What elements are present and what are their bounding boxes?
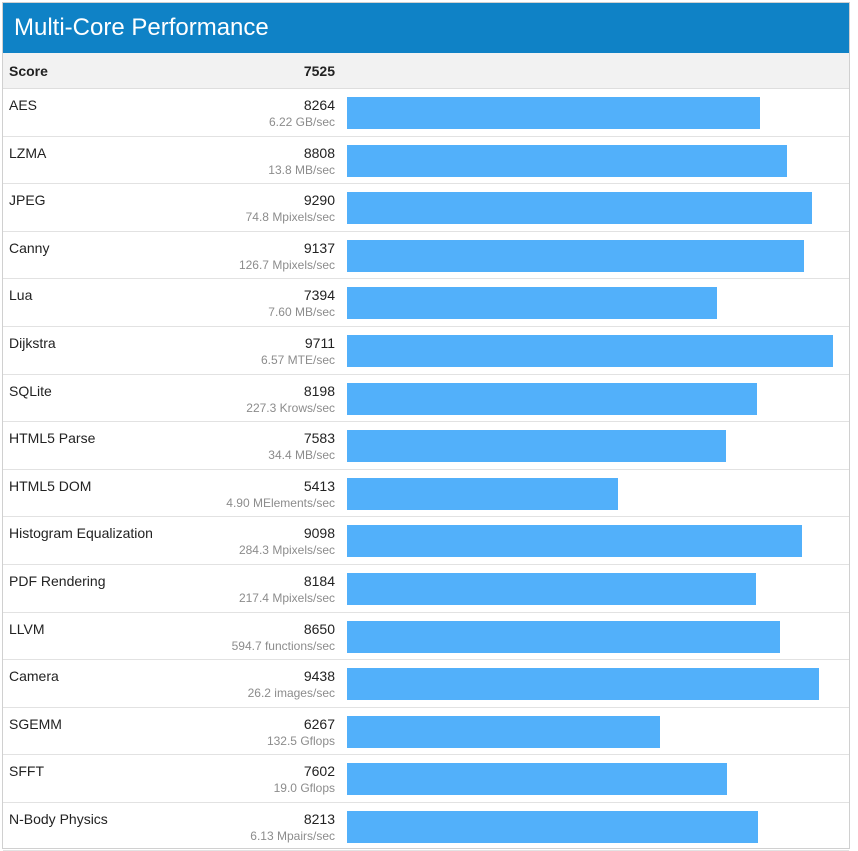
benchmark-rate: 13.8 MB/sec: [268, 162, 335, 177]
score-value: 7525: [303, 63, 335, 79]
benchmark-score: 9438: [303, 668, 335, 685]
benchmark-score: 6267: [303, 715, 335, 732]
benchmark-row: LLVM 8650 594.7 functions/sec: [3, 613, 849, 661]
benchmark-rate: 26.2 images/sec: [247, 686, 335, 701]
benchmark-row: Dijkstra 9711 6.57 MTE/sec: [3, 327, 849, 375]
benchmark-row: Histogram Equalization 9098 284.3 Mpixels/…: [3, 517, 849, 565]
benchmark-row: JPEG 9290 74.8 Mpixels/sec: [3, 184, 849, 232]
benchmark-name: SFFT: [9, 763, 44, 780]
benchmark-row: SGEMM 6267 132.5 Gflops: [3, 708, 849, 756]
benchmark-rate: 74.8 Mpixels/sec: [245, 210, 335, 225]
benchmark-bar: [347, 430, 727, 463]
benchmark-row: HTML5 Parse 7583 34.4 MB/sec: [3, 422, 849, 470]
benchmark-score: 7394: [303, 287, 335, 304]
benchmark-bar: [347, 668, 819, 701]
benchmark-bar: [347, 477, 618, 510]
benchmark-bar: [347, 97, 761, 129]
benchmark-name: LLVM: [9, 620, 45, 637]
benchmark-score: 9137: [303, 239, 335, 256]
benchmark-row: Lua 7394 7.60 MB/sec: [3, 279, 849, 327]
benchmark-bar: [347, 525, 802, 558]
benchmark-score: 8184: [303, 573, 335, 589]
benchmark-name: Canny: [9, 239, 50, 256]
benchmark-row: N-Body Physics 8213 6.13 Mpairs/sec: [3, 803, 849, 851]
chart-title: Multi-Core Performance: [3, 3, 849, 53]
benchmark-bar: [347, 573, 757, 605]
benchmark-bar: [347, 382, 757, 415]
benchmark-rate: 594.7 functions/sec: [231, 638, 335, 653]
benchmark-bar: [347, 715, 661, 748]
benchmark-bar: [347, 239, 804, 272]
benchmark-rate: 284.3 Mpixels/sec: [238, 543, 335, 558]
benchmark-name: SQLite: [9, 382, 52, 399]
benchmark-rate: 7.60 MB/sec: [268, 305, 335, 320]
benchmark-rate: 217.4 Mpixels/sec: [238, 591, 335, 605]
benchmark-row: HTML5 DOM 5413 4.90 MElements/sec: [3, 470, 849, 518]
benchmark-score: 7583: [303, 430, 335, 447]
benchmark-score: 8650: [303, 620, 335, 637]
benchmark-name: AES: [9, 97, 38, 113]
benchmark-row: AES 8264 6.22 GB/sec: [3, 89, 849, 137]
benchmark-rate: 132.5 Gflops: [266, 733, 335, 748]
benchmark-score: 9290: [303, 192, 335, 209]
benchmark-name: LZMA: [9, 144, 47, 161]
benchmark-name: Dijkstra: [9, 335, 56, 351]
benchmark-name: SGEMM: [9, 715, 62, 732]
benchmark-rate: 19.0 Gflops: [273, 781, 335, 796]
benchmark-rate: 227.3 Krows/sec: [246, 400, 335, 415]
benchmark-row: Canny 9137 126.7 Mpixels/sec: [3, 232, 849, 280]
benchmark-rate: 6.57 MTE/sec: [260, 353, 335, 367]
benchmark-score: 8213: [303, 811, 335, 827]
benchmark-name: HTML5 Parse: [9, 430, 96, 447]
benchmark-name: HTML5 DOM: [9, 477, 92, 494]
benchmark-name: Camera: [9, 668, 59, 685]
benchmark-row: Camera 9438 26.2 images/sec: [3, 660, 849, 708]
benchmark-score: 8808: [303, 144, 335, 161]
benchmark-bar: [347, 335, 833, 367]
benchmark-score: 8264: [303, 97, 335, 113]
benchmark-bar: [347, 192, 812, 225]
benchmark-score: 5413: [303, 477, 335, 494]
benchmark-bar: [347, 144, 788, 177]
benchmark-rate: 126.7 Mpixels/sec: [238, 257, 335, 272]
benchmark-row: SQLite 8198 227.3 Krows/sec: [3, 375, 849, 423]
benchmark-bar: [347, 763, 728, 796]
benchmark-bar: [347, 620, 780, 653]
benchmark-rate: 6.13 Mpairs/sec: [250, 829, 335, 843]
benchmark-rate: 6.22 GB/sec: [268, 115, 335, 129]
benchmark-name: PDF Rendering: [9, 573, 106, 589]
benchmark-name: N-Body Physics: [9, 811, 108, 827]
benchmark-score: 8198: [303, 382, 335, 399]
benchmark-row: PDF Rendering 8184 217.4 Mpixels/sec: [3, 565, 849, 613]
benchmark-bar: [347, 287, 717, 320]
benchmark-row: SFFT 7602 19.0 Gflops: [3, 755, 849, 803]
benchmark-name: JPEG: [9, 192, 46, 209]
score-row: Score 7525: [3, 53, 849, 89]
benchmark-rate: 4.90 MElements/sec: [226, 495, 335, 510]
benchmark-name: Lua: [9, 287, 33, 304]
benchmark-score: 7602: [303, 763, 335, 780]
score-label: Score: [9, 63, 48, 79]
benchmark-score: 9711: [304, 335, 335, 351]
benchmark-name: Histogram Equalization: [9, 525, 153, 542]
benchmark-row: LZMA 8808 13.8 MB/sec: [3, 137, 849, 185]
benchmark-rate: 34.4 MB/sec: [268, 448, 335, 463]
benchmark-bar: [347, 811, 758, 843]
benchmark-score: 9098: [303, 525, 335, 542]
